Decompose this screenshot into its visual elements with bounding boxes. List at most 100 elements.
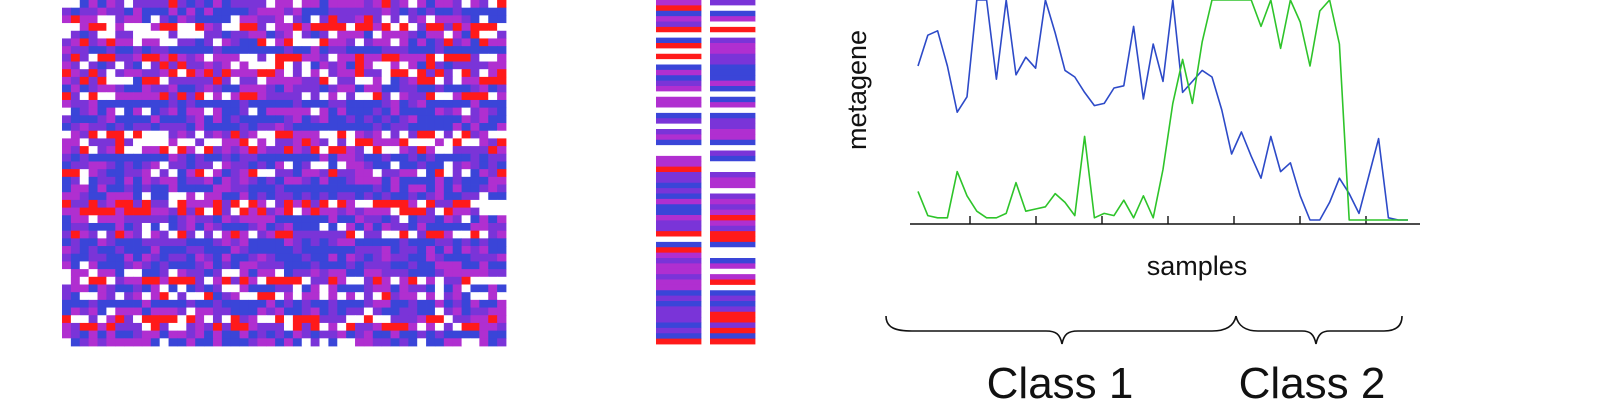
heatmap-cell [266,38,276,47]
heatmap-cell [426,276,436,285]
heatmap-cell [346,215,356,224]
heatmap-cell [88,299,98,308]
heatmap-cell [248,246,258,255]
heatmap-cell [399,261,409,270]
heatmap-cell [381,284,391,293]
heatmap-cell [97,184,107,193]
heatmap-cell [266,222,276,232]
heatmap-cell [177,123,187,132]
heatmap-cell [212,30,223,39]
heatmap-cell [310,146,320,155]
heatmap-cell [248,269,258,278]
heatmap-cell [195,76,205,85]
heatmap-cell [106,0,116,9]
heatmap-cell [204,153,214,162]
heatmap-cell [346,30,356,39]
heatmap-cell [150,153,161,162]
heatmap-cell [310,15,320,24]
heatmap-cell [346,153,356,162]
heatmap-cell [426,7,436,16]
heatmap-cell [124,215,134,224]
heatmap-cell [204,30,214,39]
heatmap-cell [221,153,232,162]
heatmap-cell [497,338,507,347]
heatmap-cell [452,92,462,101]
heatmap-cell [710,75,756,82]
heatmap-cell [204,276,214,285]
heatmap-cell [461,222,471,232]
heatmap-cell [426,138,436,147]
heatmap-cell [328,7,338,16]
heatmap-cell [150,169,161,178]
heatmap-cell [710,134,756,141]
heatmap-cell [292,284,303,293]
heatmap-cell [372,284,383,293]
heatmap-cell [79,284,90,293]
heatmap-cell [133,115,143,124]
heatmap-cell [452,222,462,232]
heatmap-cell [257,61,267,70]
heatmap-cell [381,30,391,39]
heatmap-cell [230,153,240,162]
heatmap-cell [106,115,116,124]
heatmap-cell [106,246,116,255]
heatmap-cell [284,69,294,78]
heatmap-cell [133,222,143,232]
heatmap-cell [488,199,498,208]
heatmap-cell [275,246,285,255]
heatmap-cell [230,69,240,78]
heatmap-cell [346,76,356,85]
heatmap-cell [248,92,258,101]
heatmap-cell [408,330,418,339]
heatmap-cell [133,192,143,201]
heatmap-cell [443,169,454,178]
heatmap-cell [381,69,391,78]
heatmap-cell [310,107,320,116]
heatmap-cell [159,184,169,193]
heatmap-cell [497,138,507,147]
heatmap-cell [230,61,240,70]
heatmap-cell [470,207,480,216]
heatmap-cell [372,92,383,101]
heatmap-cell [434,53,445,62]
heatmap-cell [656,48,702,55]
heatmap-cell [266,130,276,139]
heatmap-cell [319,130,329,139]
heatmap-cell [195,338,205,347]
heatmap-cell [212,76,223,85]
heatmap-cell [106,184,116,193]
heatmap-cell [70,176,81,185]
heatmap-cell [62,276,72,285]
heatmap-cell [70,30,81,39]
heatmap-cell [150,46,161,55]
heatmap-cell [292,30,303,39]
heatmap-cell [656,231,702,237]
heatmap-cell [115,184,125,193]
heatmap-cell [399,299,409,308]
heatmap-cell [443,192,454,201]
heatmap-cell [399,53,409,62]
heatmap-cell [62,38,72,47]
heatmap-cell [221,92,232,101]
heatmap-cell [461,261,471,270]
heatmap-cell [70,76,81,85]
heatmap-cell [443,222,454,232]
heatmap-cell [239,207,249,216]
heatmap-cell [195,307,205,316]
heatmap-cell [159,207,169,216]
heatmap-cell [292,238,303,247]
heatmap-cell [363,184,374,193]
heatmap-cell [399,69,409,78]
heatmap-cell [497,292,507,301]
heatmap-cell [195,284,205,293]
heatmap-cell [141,338,152,347]
heatmap-cell [106,53,116,62]
heatmap-cell [656,317,702,323]
heatmap-cell [417,169,427,178]
heatmap-cell [266,99,276,109]
heatmap-cell [337,269,347,278]
heatmap-cell [248,53,258,62]
heatmap-cell [177,115,187,124]
heatmap-cell [310,207,320,216]
heatmap-cell [656,161,702,168]
